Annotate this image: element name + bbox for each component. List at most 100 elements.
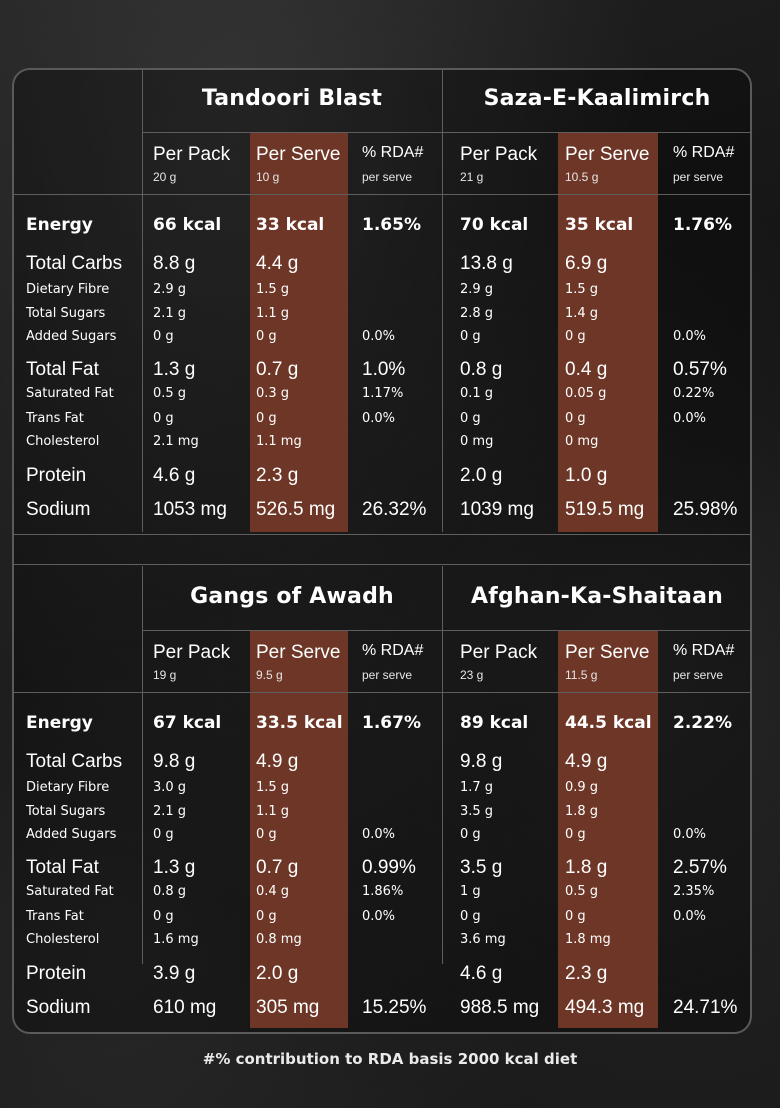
per-serve-highlight	[558, 630, 658, 1028]
pack-value: 0.8 g	[460, 359, 503, 380]
serve-value: 0 g	[256, 411, 277, 426]
serve-value: 526.5 mg	[256, 499, 336, 520]
rda-value: 26.32%	[362, 499, 427, 520]
pack-weight: 21 g	[460, 170, 484, 184]
serve-value: 1.5 g	[256, 282, 290, 297]
serve-value: 1.1 g	[256, 306, 290, 321]
serve-value: 0 g	[256, 329, 277, 344]
pack-value: 0 g	[460, 909, 481, 924]
rda-header: % RDA#	[673, 144, 735, 161]
pack-value: 8.8 g	[153, 253, 196, 274]
serve-value: 1.8 g	[565, 857, 608, 878]
pack-value: 0 g	[153, 411, 174, 426]
row-label: Total Fat	[26, 359, 99, 380]
pack-value: 2.9 g	[460, 282, 494, 297]
serve-value: 4.9 g	[256, 751, 299, 772]
rda-value: 2.57%	[673, 857, 727, 878]
row-label: Protein	[26, 963, 87, 984]
serve-value: 0 mg	[565, 434, 599, 449]
pack-weight: 20 g	[153, 170, 177, 184]
pack-value: 3.9 g	[153, 963, 196, 984]
pack-value: 3.5 g	[460, 857, 503, 878]
header-divider	[12, 194, 752, 195]
rda-value: 0.0%	[673, 909, 707, 924]
pack-value: 2.1 g	[153, 306, 187, 321]
pack-value: 3.0 g	[153, 780, 187, 795]
serve-weight: 10.5 g	[565, 170, 599, 184]
serve-value: 0 g	[565, 827, 586, 842]
column-divider	[142, 566, 143, 964]
pack-value: 1.3 g	[153, 857, 196, 878]
row-label: Protein	[26, 465, 87, 486]
row-label: Cholesterol	[26, 434, 100, 449]
rda-value: 1.76%	[673, 215, 732, 235]
serve-value: 1.1 g	[256, 804, 290, 819]
column-divider	[142, 70, 143, 532]
product-title: Saza-E-Kaalimirch	[483, 86, 711, 111]
pack-value: 1 g	[460, 884, 481, 899]
pack-value: 1053 mg	[153, 499, 227, 520]
per-serve-highlight	[558, 132, 658, 532]
row-label: Dietary Fibre	[26, 282, 110, 297]
pack-value: 2.1 g	[153, 804, 187, 819]
header-divider	[142, 132, 752, 133]
rda-subheader: per serve	[362, 170, 413, 184]
serve-value: 305 mg	[256, 997, 320, 1018]
serve-value: 0 g	[565, 329, 586, 344]
rda-value: 24.71%	[673, 997, 738, 1018]
nutrition-section: Energy Total Carbs Dietary Fibre Total Suga…	[12, 566, 752, 1032]
rda-value: 0.57%	[673, 359, 727, 380]
per-serve-header: Per Serve	[256, 642, 341, 663]
serve-value: 1.8 g	[565, 804, 599, 819]
serve-value: 4.4 g	[256, 253, 299, 274]
pack-value: 2.8 g	[460, 306, 494, 321]
pack-value: 70 kcal	[460, 215, 529, 235]
row-label: Dietary Fibre	[26, 780, 110, 795]
pack-value: 89 kcal	[460, 713, 529, 733]
rda-subheader: per serve	[673, 668, 724, 682]
row-label: Total Sugars	[26, 804, 106, 819]
pack-value: 0 g	[153, 329, 174, 344]
column-divider	[442, 70, 443, 532]
row-label: Added Sugars	[26, 827, 117, 842]
section-divider	[12, 564, 752, 565]
rda-value: 0.0%	[362, 329, 396, 344]
pack-value: 0.8 g	[153, 884, 187, 899]
product-title: Tandoori Blast	[201, 86, 383, 111]
serve-value: 2.3 g	[565, 963, 608, 984]
pack-value: 0 g	[460, 411, 481, 426]
rda-value: 0.22%	[673, 386, 715, 401]
rda-value: 2.35%	[673, 884, 715, 899]
pack-value: 988.5 mg	[460, 997, 540, 1018]
pack-value: 66 kcal	[153, 215, 222, 235]
serve-value: 35 kcal	[565, 215, 634, 235]
section-divider	[12, 534, 752, 535]
rda-value: 0.0%	[673, 411, 707, 426]
row-label: Trans Fat	[26, 411, 84, 426]
row-label: Energy	[26, 215, 93, 235]
rda-header: % RDA#	[362, 642, 424, 659]
row-label: Total Sugars	[26, 306, 106, 321]
serve-value: 44.5 kcal	[565, 713, 652, 733]
pack-value: 9.8 g	[460, 751, 503, 772]
row-label: Trans Fat	[26, 909, 84, 924]
pack-value: 0.5 g	[153, 386, 187, 401]
header-divider	[12, 692, 752, 693]
row-label: Sodium	[26, 499, 91, 520]
serve-value: 0.8 mg	[256, 932, 302, 947]
pack-value: 3.6 mg	[460, 932, 506, 947]
pack-value: 13.8 g	[460, 253, 513, 274]
serve-value: 1.5 g	[256, 780, 290, 795]
per-serve-header: Per Serve	[565, 642, 650, 663]
serve-value: 2.0 g	[256, 963, 299, 984]
serve-weight: 10 g	[256, 170, 280, 184]
rda-value: 0.0%	[362, 411, 396, 426]
row-label: Energy	[26, 713, 93, 733]
serve-value: 1.0 g	[565, 465, 608, 486]
serve-value: 0.05 g	[565, 386, 607, 401]
rda-subheader: per serve	[673, 170, 724, 184]
rda-value: 0.0%	[362, 827, 396, 842]
serve-value: 0.9 g	[565, 780, 599, 795]
pack-value: 0 g	[460, 827, 481, 842]
rda-header: % RDA#	[673, 642, 735, 659]
